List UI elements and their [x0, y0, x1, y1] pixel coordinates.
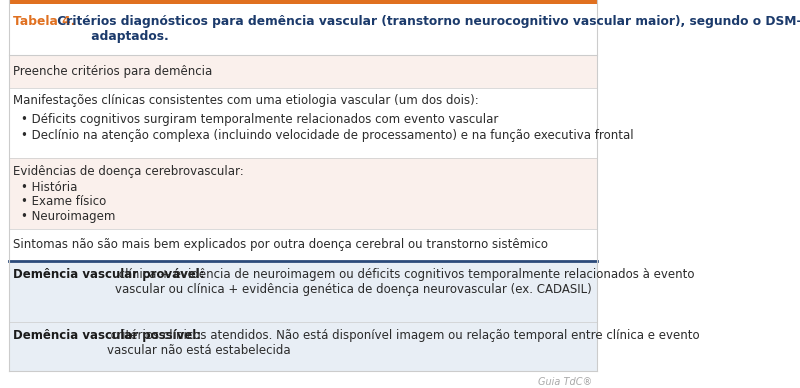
Bar — [9, 229, 597, 261]
Bar — [9, 158, 597, 229]
Bar — [9, 88, 597, 158]
Text: critérios clínicos atendidos. Não está disponível imagem ou relação temporal ent: critérios clínicos atendidos. Não está d… — [107, 329, 700, 357]
Bar — [9, 322, 597, 371]
Text: • Neuroimagem: • Neuroimagem — [21, 210, 115, 223]
Text: Critérios diagnósticos para demência vascular (transtorno neurocognitivo vascula: Critérios diagnósticos para demência vas… — [53, 15, 800, 43]
Text: Sintomas não são mais bem explicados por outra doença cerebral ou transtorno sis: Sintomas não são mais bem explicados por… — [14, 238, 548, 251]
Text: Demência vascular possível:: Demência vascular possível: — [14, 329, 202, 342]
Text: Evidências de doença cerebrovascular:: Evidências de doença cerebrovascular: — [14, 165, 244, 178]
Text: • História: • História — [21, 181, 77, 194]
Text: Manifestações clínicas consistentes com uma etiologia vascular (um dos dois):: Manifestações clínicas consistentes com … — [14, 95, 479, 107]
Text: Guia TdC®: Guia TdC® — [538, 377, 593, 387]
Text: • Exame físico: • Exame físico — [21, 196, 106, 208]
Bar — [9, 55, 597, 88]
Bar — [9, 0, 597, 55]
Text: Tabela 4.: Tabela 4. — [14, 15, 76, 28]
Text: clínica + evidência de neuroimagem ou déficits cognitivos temporalmente relacion: clínica + evidência de neuroimagem ou dé… — [115, 268, 694, 296]
Text: • Déficits cognitivos surgiram temporalmente relacionados com evento vascular: • Déficits cognitivos surgiram temporalm… — [21, 113, 498, 126]
Text: • Declínio na atenção complexa (incluindo velocidade de processamento) e na funç: • Declínio na atenção complexa (incluind… — [21, 129, 634, 142]
Text: Demência vascular provável:: Demência vascular provável: — [14, 268, 205, 281]
Bar — [9, 261, 597, 322]
Text: Preenche critérios para demência: Preenche critérios para demência — [14, 65, 213, 78]
Bar — [9, 0, 597, 4]
